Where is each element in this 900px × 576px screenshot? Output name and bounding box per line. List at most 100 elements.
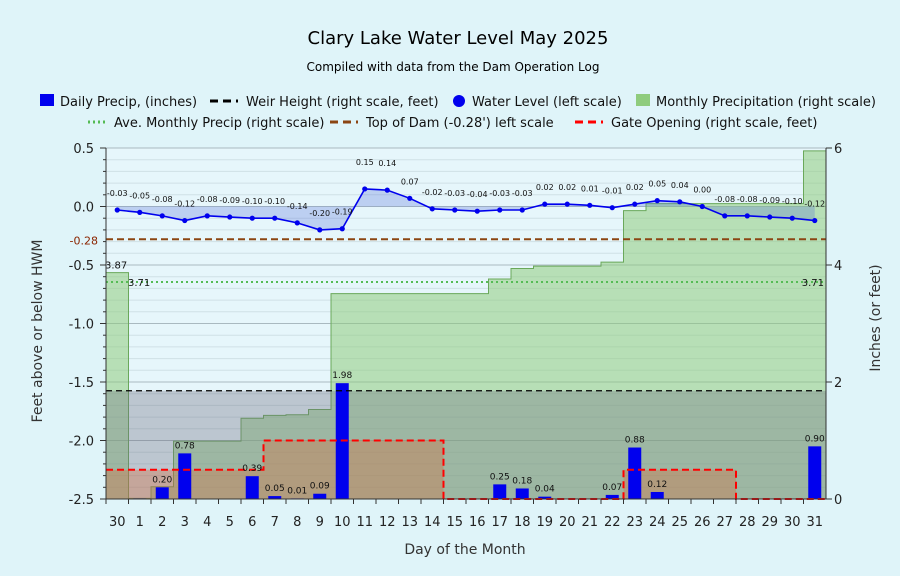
x-tick-label: 30 <box>784 515 801 530</box>
water-level-label: -0.08 <box>152 195 173 204</box>
monthly-precip-area-fill <box>105 150 827 500</box>
top-of-dam-tick-label: -0.28 <box>70 234 98 247</box>
water-level-point <box>699 203 705 210</box>
water-level-label: -0.03 <box>489 189 510 198</box>
water-level-point <box>294 220 300 226</box>
legend: Daily Precip, (inches) Weir Height (right… <box>40 94 876 131</box>
water-level-point <box>272 215 278 221</box>
x-tick-label: 14 <box>424 515 441 530</box>
chart-subtitle: Compiled with data from the Dam Operatio… <box>307 60 600 74</box>
daily-precip-label: 0.90 <box>805 434 825 444</box>
water-level-point <box>339 226 345 232</box>
legend-label: Gate Opening (right scale, feet) <box>611 116 817 131</box>
water-level-point <box>542 201 548 207</box>
y-right-tick-label: 2 <box>834 376 842 391</box>
water-level-point <box>362 186 368 192</box>
water-level-point <box>249 215 255 221</box>
legend-label: Weir Height (right scale, feet) <box>246 95 439 110</box>
x-tick-label: 20 <box>559 515 576 530</box>
water-level-point <box>317 227 323 233</box>
x-axis-label: Day of the Month <box>404 542 525 558</box>
x-tick-label: 25 <box>671 515 688 530</box>
gate-opening-line-path <box>106 439 826 500</box>
water-level-label: -0.19 <box>332 208 353 217</box>
water-level-label: -0.08 <box>197 195 218 204</box>
x-tick-label: 15 <box>446 515 463 530</box>
daily-precip-bar <box>178 453 192 499</box>
water-level-label: 0.02 <box>536 183 554 192</box>
water-level-point <box>429 206 435 212</box>
x-tick-label: 29 <box>761 515 778 530</box>
water-level-label: -0.20 <box>309 209 330 218</box>
gate-opening-line <box>106 439 826 500</box>
water-level-label: -0.12 <box>174 200 195 209</box>
y-left-tick-label: -2.5 <box>69 493 94 508</box>
water-level-label: 0.07 <box>401 177 419 186</box>
water-level-point <box>384 187 390 193</box>
water-level-label: 0.00 <box>693 186 711 195</box>
water-level-label: 0.01 <box>581 184 599 193</box>
x-tick-label: 9 <box>316 515 324 530</box>
legend-marker-area <box>636 94 650 106</box>
water-level-label: -0.03 <box>444 189 465 198</box>
x-tick-label: 12 <box>379 515 396 530</box>
water-level-polyline <box>117 188 815 231</box>
water-level-point <box>519 207 525 213</box>
x-tick-label: 3 <box>181 515 189 530</box>
water-level-label: -0.04 <box>467 190 488 199</box>
gate-opening-area-fill <box>106 440 826 499</box>
water-level-point <box>632 201 638 207</box>
water-level-label: -0.09 <box>219 196 240 205</box>
daily-precip-label: 0.25 <box>490 472 510 482</box>
water-level-point <box>407 195 413 201</box>
x-tick-label: 27 <box>716 515 733 530</box>
daily-precip-label: 0.09 <box>310 482 330 492</box>
weir-area-fill <box>106 390 826 499</box>
x-tick-label: 31 <box>806 515 823 530</box>
x-tick-label: 17 <box>491 515 508 530</box>
monthly-precip-area <box>105 150 827 500</box>
daily-precip-bar <box>155 487 169 499</box>
x-tick-label: 1 <box>136 515 144 530</box>
y-axis-left-label: Feet above or below HWM <box>30 240 46 423</box>
water-level-line <box>114 186 818 233</box>
daily-precip-label: 0.12 <box>647 480 667 490</box>
water-level-label: -0.14 <box>287 202 308 211</box>
water-level-label: 0.02 <box>558 183 576 192</box>
water-level-point <box>654 198 660 204</box>
y-right-tick-label: 0 <box>834 493 842 508</box>
daily-precip-label: 0.18 <box>512 476 532 486</box>
ave-monthly-precip-label: 3.71 <box>128 278 150 289</box>
x-tick-label: 19 <box>536 515 553 530</box>
water-level-label: -0.10 <box>242 197 263 206</box>
x-tick-label: 24 <box>649 515 666 530</box>
y-left-tick-label: 0.0 <box>73 201 94 216</box>
daily-precip-bar <box>493 484 507 499</box>
x-tick-label: 22 <box>604 515 621 530</box>
water-level-label: -0.01 <box>602 187 623 196</box>
water-level-point <box>587 202 593 208</box>
water-level-label: -0.08 <box>714 195 735 204</box>
daily-precip-bar <box>628 447 642 499</box>
x-tick-label: 4 <box>203 515 211 530</box>
water-level-label: -0.08 <box>737 195 758 204</box>
water-level-point <box>789 215 795 221</box>
daily-precip-bar <box>268 496 282 499</box>
legend-label: Ave. Monthly Precip (right scale) <box>114 116 324 131</box>
water-level-point <box>114 207 120 213</box>
water-level-point <box>812 217 818 224</box>
water-level-point <box>159 213 165 219</box>
ave-monthly-precip-label: 3.71 <box>802 278 824 289</box>
water-level-label: -0.10 <box>782 197 803 206</box>
water-level-point <box>227 214 233 220</box>
x-tick-label: 28 <box>739 515 756 530</box>
water-level-point <box>609 205 615 211</box>
daily-precip-bar <box>313 493 327 499</box>
water-level-label: -0.12 <box>804 200 825 209</box>
daily-precip-bar <box>515 488 529 499</box>
x-tick-label: 8 <box>293 515 301 530</box>
water-level-label: -0.05 <box>129 191 150 200</box>
x-tick-label: 16 <box>469 515 486 530</box>
data-labels: -0.03 -0.05 -0.08-0.12-0.08 -0.09 -0.10 -0.10… <box>105 158 825 496</box>
